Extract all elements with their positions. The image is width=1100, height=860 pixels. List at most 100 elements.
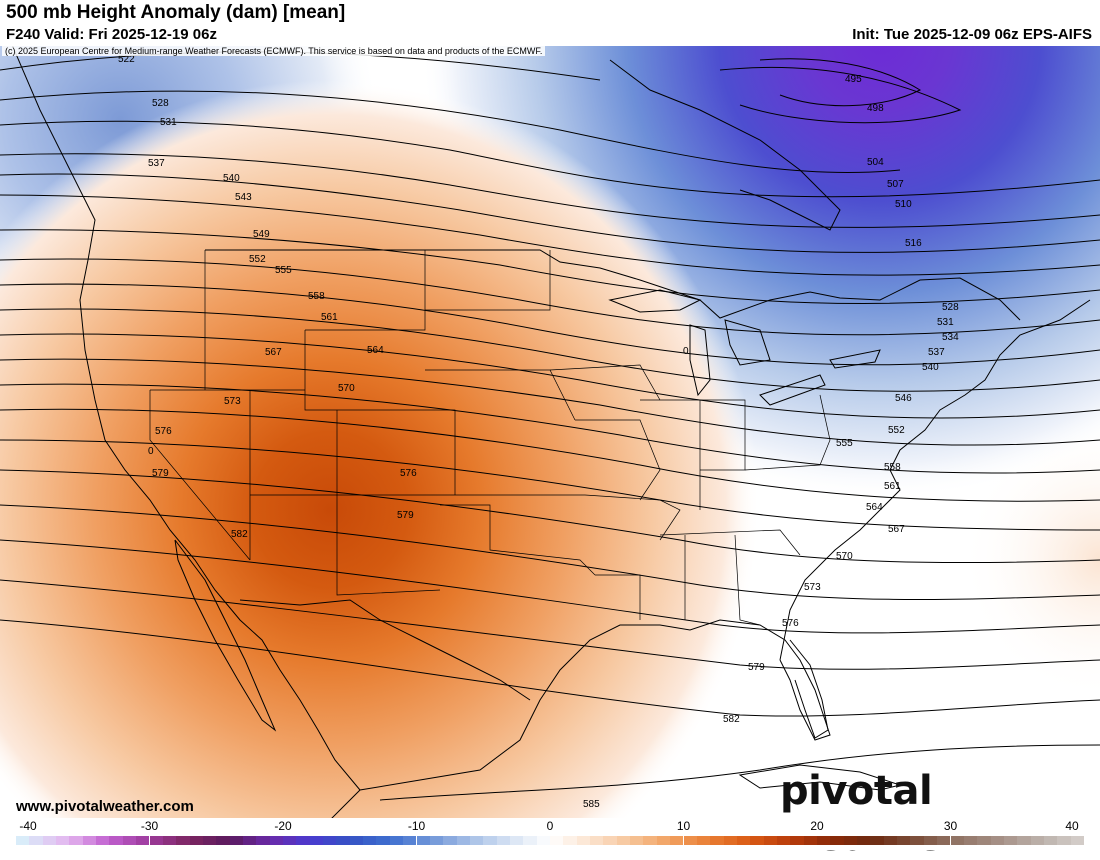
colorbar-cell — [523, 836, 537, 845]
colorbar-cell — [656, 836, 671, 845]
contour-label: 570 — [836, 551, 853, 562]
colorbar-cell — [963, 836, 978, 845]
contour-label: 507 — [887, 179, 904, 190]
contour-label: 576 — [782, 618, 799, 629]
colorbar-cell — [349, 836, 364, 845]
colorbar-cell — [616, 836, 631, 845]
colorbar-cell — [242, 836, 257, 845]
colorbar-cell — [870, 836, 884, 845]
mexico-border — [239, 599, 531, 701]
colorbar-cell — [910, 836, 924, 845]
lake-huron — [724, 319, 771, 366]
colorbar: -40 -30 -20 -10 0 10 20 30 40 — [0, 818, 1100, 850]
colorbar-cell — [990, 836, 1004, 845]
colorbar-cell — [897, 836, 911, 845]
colorbar-tick-label: -20 — [274, 819, 292, 833]
weather-map: 522 528 531 537 540 543 549 552 555 558 … — [0, 46, 1100, 818]
contour-label: 573 — [224, 396, 241, 407]
colorbar-cell — [710, 836, 724, 845]
contour-label: 582 — [231, 529, 248, 540]
colorbar-cell — [763, 836, 777, 845]
contour-label: 573 — [804, 582, 821, 593]
colorbar-cell — [1017, 836, 1031, 845]
colorbar-cell — [630, 836, 644, 845]
colorbar-cell — [670, 836, 684, 845]
contour-label: 537 — [928, 347, 945, 358]
colorbar-cell — [469, 836, 484, 845]
contour-label: 564 — [866, 502, 883, 513]
colorbar-cell — [1070, 836, 1084, 845]
colorbar-cell — [56, 836, 70, 845]
copyright-notice: (c) 2025 European Centre for Medium-rang… — [2, 46, 546, 56]
state-borders — [149, 250, 831, 626]
valid-time: F240 Valid: Fri 2025-12-19 06z — [6, 26, 217, 43]
contour-label: 528 — [942, 302, 959, 313]
contour-label: 522 — [118, 54, 135, 65]
init-time: Init: Tue 2025-12-09 06z EPS-AIFS — [852, 26, 1092, 43]
contour-label: 579 — [152, 468, 169, 479]
colorbar-cell — [950, 836, 964, 845]
colorbar-cell — [229, 836, 243, 845]
hudson-bay — [609, 59, 841, 231]
contour-label: 516 — [905, 238, 922, 249]
colorbar-cell — [389, 836, 404, 845]
colorbar-cell — [269, 836, 283, 845]
colorbar-cell — [403, 836, 417, 845]
contour-label: 552 — [888, 425, 905, 436]
us-canada-border — [205, 249, 1021, 321]
colorbar-cell — [416, 836, 430, 845]
lake-ontario — [829, 349, 881, 369]
colorbar-cell — [29, 836, 43, 845]
colorbar-cell — [16, 836, 30, 845]
baja-peninsula — [174, 539, 277, 732]
contour-label: 498 — [867, 103, 884, 114]
contour-label: 558 — [308, 291, 325, 302]
colorbar-cell — [363, 836, 377, 845]
colorbar-cell — [576, 836, 591, 845]
map-title: 500 mb Height Anomaly (dam) [mean] — [6, 2, 346, 23]
contour-label: 534 — [942, 332, 959, 343]
contour-label: 0 — [148, 446, 154, 457]
colorbar-cell — [817, 836, 831, 845]
colorbar-tick-label: 0 — [546, 819, 554, 833]
contour-label: 504 — [867, 157, 884, 168]
colorbar-cell — [336, 836, 350, 845]
atlantic-coast — [779, 299, 1091, 661]
contour-label: 576 — [155, 426, 172, 437]
colorbar-cell — [696, 836, 711, 845]
colorbar-cell — [883, 836, 898, 845]
colorbar-cell — [923, 836, 938, 845]
colorbar-cell — [683, 836, 697, 845]
contour-label: 555 — [275, 265, 292, 276]
colorbar-cell — [937, 836, 951, 845]
colorbar-cell — [149, 836, 163, 845]
colorbar-cell — [603, 836, 617, 845]
colorbar-cell — [723, 836, 737, 845]
contour-label: 567 — [888, 524, 905, 535]
colorbar-cell — [96, 836, 110, 845]
lake-superior — [608, 289, 702, 313]
contour-label: 579 — [397, 510, 414, 521]
colorbar-cell — [563, 836, 577, 845]
colorbar-cell — [256, 836, 270, 845]
colorbar-cell — [1030, 836, 1044, 845]
contour-label: 510 — [895, 199, 912, 210]
contour-label: 558 — [884, 462, 901, 473]
contour-label: 540 — [223, 173, 240, 184]
colorbar-tick-label: 10 — [676, 819, 691, 833]
contour-label: 531 — [160, 117, 177, 128]
contour-label: 579 — [748, 662, 765, 673]
colorbar-cell — [483, 836, 497, 845]
colorbar-cell — [162, 836, 177, 845]
colorbar-cell — [429, 836, 444, 845]
colorbar-cell — [857, 836, 871, 845]
colorbar-tick-label: 30 — [943, 819, 958, 833]
colorbar-cell — [776, 836, 791, 845]
website-link[interactable]: www.pivotalweather.com — [16, 798, 194, 815]
colorbar-cell — [216, 836, 230, 845]
colorbar-cell — [202, 836, 217, 845]
colorbar-tick-label: -30 — [140, 819, 159, 833]
colorbar-tick-label: 40 — [1065, 819, 1079, 833]
contour-label: 528 — [152, 98, 169, 109]
cuba — [738, 764, 902, 791]
